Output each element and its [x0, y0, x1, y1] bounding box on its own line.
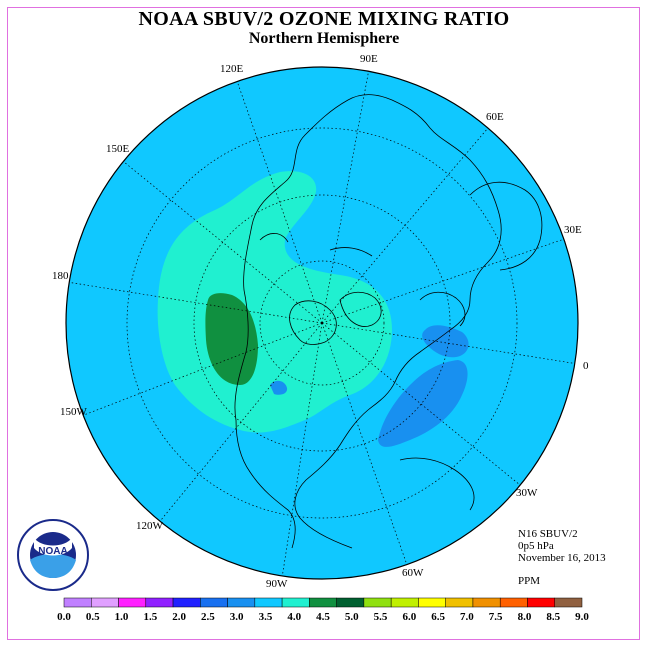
scale-label: 6.0: [402, 611, 416, 623]
scale-label: 1.0: [115, 611, 129, 623]
scale-label: 8.5: [546, 611, 560, 623]
scale-swatch: [200, 597, 228, 608]
scale-swatch: [445, 597, 474, 608]
scale-label: 4.0: [287, 611, 301, 623]
scale-label: 2.5: [201, 611, 215, 623]
scale-swatch: [118, 597, 147, 608]
lon-label-30w: 30W: [516, 487, 538, 499]
instrument-label: N16 SBUV/2: [518, 528, 578, 540]
lon-label-60w: 60W: [402, 567, 424, 579]
contour-4.0-4.5: [205, 293, 258, 385]
lon-label-90w: 90W: [266, 578, 288, 590]
scale-label: 8.0: [518, 611, 532, 623]
scale-label: 0.0: [57, 611, 71, 623]
map-title: NOAA SBUV/2 OZONE MIXING RATIO: [138, 8, 510, 30]
scale-swatch: [499, 597, 528, 608]
graticule: [66, 68, 578, 579]
contour-2.5-3.0-europe: [422, 325, 469, 358]
scale-swatch: [145, 597, 174, 608]
lon-label-120w: 120W: [136, 520, 164, 532]
scale-swatch: [309, 597, 337, 608]
map-subtitle: Northern Hemisphere: [248, 30, 400, 47]
scale-swatch: [172, 597, 201, 608]
scale-swatch: [527, 597, 555, 608]
scale-label: 6.5: [431, 611, 445, 623]
noaa-logo-text: NOAA: [38, 546, 67, 557]
contour-2.5-3.0-small: [270, 380, 288, 395]
scale-swatch: [363, 597, 392, 608]
scale-swatch: [336, 597, 365, 608]
scale-label: 1.5: [143, 611, 157, 623]
noaa-logo: NOAA: [17, 519, 89, 591]
scale-swatch: [390, 597, 419, 608]
lon-label-0: 0: [583, 360, 589, 372]
lon-label-150w: 150W: [60, 406, 88, 418]
scale-label: 5.5: [374, 611, 388, 623]
scale-swatch: [418, 597, 446, 608]
scale-label: 9.0: [575, 611, 589, 623]
scale-label: 3.0: [230, 611, 244, 623]
contour-2.5-3.0-atlantic: [378, 360, 468, 447]
lon-label-180: 180: [52, 270, 69, 282]
units-label: PPM: [518, 575, 541, 587]
scale-swatch: [227, 597, 256, 608]
lon-label-90e: 90E: [360, 53, 378, 65]
color-scale: 0.0 0.5 1.0 1.5 2.0 2.5 3.0 3.5 4.0 4.5 5.0 5.5 6.0 6…: [57, 597, 589, 623]
pressure-level-label: 0p5 hPa: [518, 540, 554, 552]
lon-label-120e: 120E: [220, 63, 244, 75]
scale-label: 3.5: [259, 611, 273, 623]
lon-label-150e: 150E: [106, 143, 130, 155]
scale-swatch: [554, 597, 583, 608]
scale-label: 7.0: [460, 611, 474, 623]
scale-label: 0.5: [86, 611, 100, 623]
page-frame: [7, 7, 640, 640]
scale-swatch: [91, 597, 119, 608]
scale-label: 7.5: [489, 611, 503, 623]
scale-swatch: [254, 597, 283, 608]
scale-label: 2.0: [172, 611, 186, 623]
lon-label-60e: 60E: [486, 111, 504, 123]
coastlines: [234, 94, 543, 549]
date-label: November 16, 2013: [518, 552, 606, 564]
scale-label: 4.5: [316, 611, 330, 623]
scale-label: 5.0: [345, 611, 359, 623]
scale-swatch: [63, 597, 92, 608]
scale-swatch: [472, 597, 501, 608]
lon-label-30e: 30E: [564, 224, 582, 236]
scale-swatch: [281, 597, 310, 608]
